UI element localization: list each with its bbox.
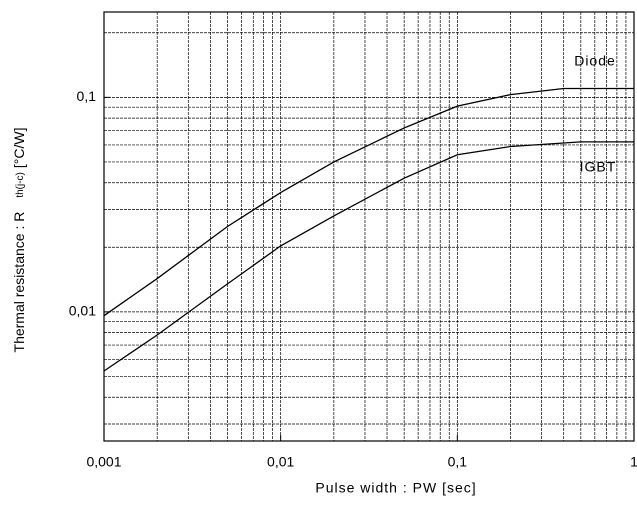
y-label-main: Thermal resistance : R xyxy=(11,212,27,353)
x-axis-label: Pulse width : PW [sec] xyxy=(315,480,476,496)
y-tick-label: 0,01 xyxy=(69,303,96,319)
y-label-unit: [°C/W] xyxy=(11,128,27,169)
x-tick-label: 1 xyxy=(630,454,637,470)
y-label-sub: th(j-c) xyxy=(15,172,26,198)
x-tick-label: 0,01 xyxy=(267,454,294,470)
series-label: Diode xyxy=(574,53,616,69)
y-tick-label: 0,1 xyxy=(77,88,97,104)
series-line xyxy=(103,87,634,317)
series-line xyxy=(103,141,634,372)
y-axis-label: Thermal resistance : R th(j-c) [°C/W] xyxy=(11,128,27,353)
x-tick-label: 0,001 xyxy=(86,454,121,470)
series-label: IGBT xyxy=(580,159,617,175)
plot-frame xyxy=(103,11,635,442)
x-tick-label: 0,1 xyxy=(448,454,468,470)
